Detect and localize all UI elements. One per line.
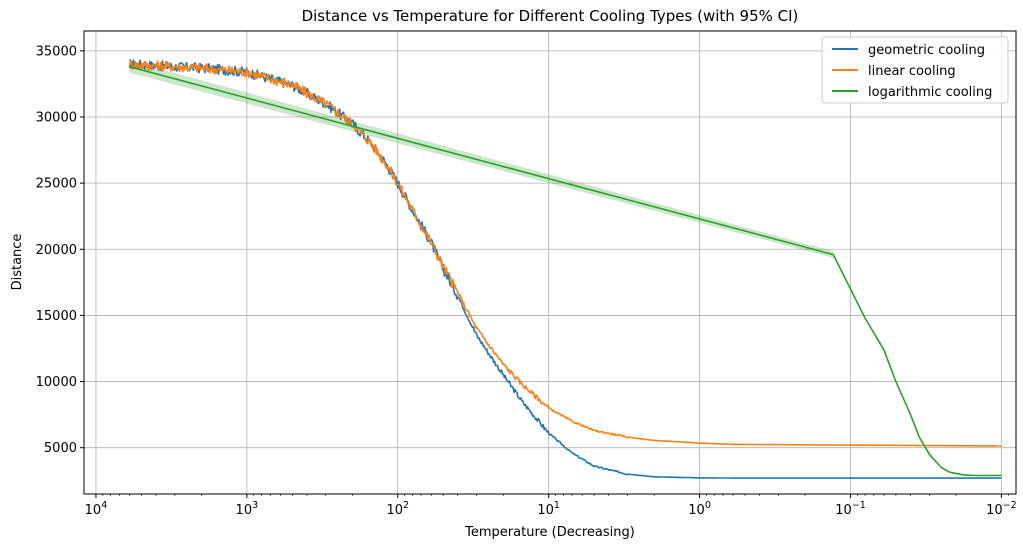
x-tick-label: 100 [688,500,711,518]
x-axis-ticks: 104 103 102 101 100 10−1 10−2 [85,494,1017,518]
y-tick-label: 10000 [36,375,77,390]
legend-label-linear: linear cooling [868,64,956,79]
y-tick-label: 25000 [36,177,77,192]
series-line-logarithmic [129,65,1002,477]
chart-title: Distance vs Temperature for Different Co… [302,7,799,25]
y-tick-label: 5000 [44,441,77,456]
grid [84,31,1016,494]
x-tick-label: 101 [537,500,560,518]
plot-area [84,31,1016,494]
legend-label-geometric: geometric cooling [868,43,985,58]
confidence-band-logarithmic [129,60,834,258]
legend-box [821,36,1009,104]
confidence-band-layer [129,60,834,258]
x-tick-label: 103 [236,500,259,518]
x-axis-label: Temperature (Decreasing) [464,525,635,540]
y-axis-label: Distance [10,234,25,291]
series-line-linear [128,59,1002,447]
x-tick-label: 10−1 [835,500,866,518]
x-tick-label: 102 [386,500,409,518]
y-tick-label: 30000 [36,110,77,125]
y-tick-label: 35000 [36,44,77,59]
y-tick-label: 15000 [36,309,77,324]
plot-frame [83,30,1017,495]
x-tick-label: 10−2 [986,500,1017,518]
legend: geometric cooling linear cooling logarit… [821,36,1009,104]
series-layer [128,59,1002,479]
y-tick-label: 20000 [36,243,77,258]
x-tick-label: 104 [85,500,108,518]
legend-label-logarithmic: logarithmic cooling [868,85,992,100]
y-axis-ticks: 5000 10000 15000 20000 25000 30000 35000 [36,44,84,456]
